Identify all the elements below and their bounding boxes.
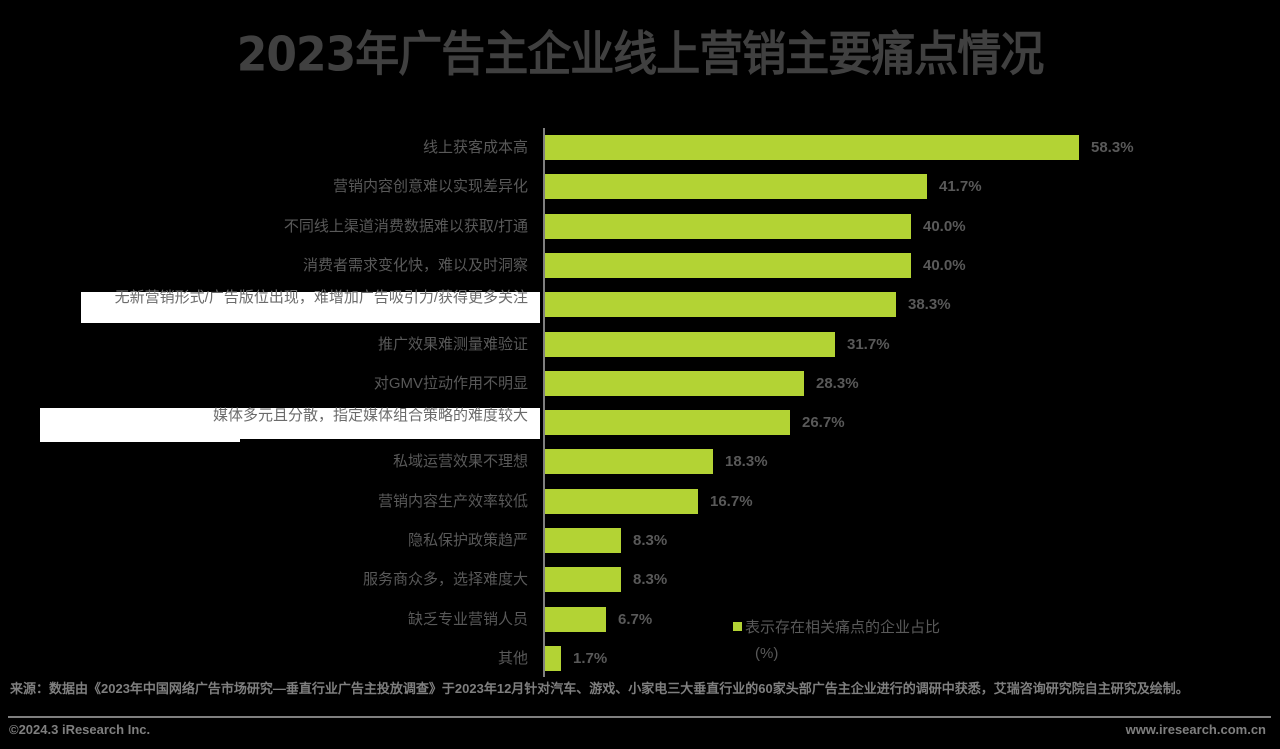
category-label: 营销内容创意难以实现差异化 [332,178,528,195]
bar [545,371,804,396]
bar-row: 38.3% [0,292,1280,317]
category-label: 线上获客成本高 [422,139,528,156]
bar-row: 40.0% 不同线上渠道消费数据难以获取/打通 [0,214,1280,239]
bar-value-label: 8.3% [633,532,668,549]
bar [545,567,621,592]
bar-value-label: 8.3% [633,571,668,588]
bar-value-label: 40.0% [923,257,966,274]
label-highlight-patch [81,292,540,323]
legend-label: 表示存在相关痛点的企业占比 [745,619,941,636]
bar-value-label: 31.7% [847,336,890,353]
bar-row: 8.3% 服务商众多，选择难度大 [0,567,1280,592]
category-label: 媒体多元且分散，指定媒体组合策略的难度较大 [212,407,528,424]
bar [545,253,911,278]
category-label: 隐私保护政策趋严 [407,532,528,549]
source-note: 来源：数据由《2023年中国网络广告市场研究—垂直行业广告主投放调查》于2023… [10,681,1189,696]
category-axis-line [543,128,545,677]
category-label: 消费者需求变化快，难以及时洞察 [302,257,528,274]
bar [545,214,911,239]
category-label: 服务商众多，选择难度大 [362,571,528,588]
website-link[interactable]: www.iresearch.com.cn [1125,722,1266,737]
category-label: 不同线上渠道消费数据难以获取/打通 [283,218,528,235]
category-label: 私域运营效果不理想 [392,453,528,470]
label-highlight-patch [40,408,540,437]
copyright: ©2024.3 iResearch Inc. [9,722,151,737]
legend-swatch [733,622,742,631]
bar-value-label: 38.3% [908,296,951,313]
bar-row: 40.0% 消费者需求变化快，难以及时洞察 [0,253,1280,278]
bar-value-label: 28.3% [816,375,859,392]
bar-value-label: 58.3% [1091,139,1134,156]
bar-row: 8.3% 隐私保护政策趋严 [0,528,1280,553]
bar-value-label: 16.7% [710,493,753,510]
bar-row: 28.3% 对GMV拉动作用不明显 [0,371,1280,396]
bar [545,528,621,553]
bar [545,135,1079,160]
bar-row: 31.7% 推广效果难测量难验证 [0,332,1280,357]
category-label: 无新营销形式/广告版位出现，难增加广告吸引力/获得更多关注 [114,289,528,306]
label-highlight-patch [240,436,540,439]
legend-unit: (%) [755,645,779,662]
chart-title: 2023年广告主企业线上营销主要痛点情况 [236,27,1044,83]
bar-value-label: 6.7% [618,611,653,628]
bar-value-label: 40.0% [923,218,966,235]
bar-value-label: 41.7% [939,178,982,195]
bar [545,489,698,514]
bar [545,174,927,199]
bar-row: 16.7% 营销内容生产效率较低 [0,489,1280,514]
bar-row: 41.7% 营销内容创意难以实现差异化 [0,174,1280,199]
bar [545,292,896,317]
category-label: 其他 [497,650,528,667]
bar-row: 26.7% [0,410,1280,435]
bar-row: 18.3% 私域运营效果不理想 [0,449,1280,474]
bar-row: 1.7% 其他 [0,646,1280,671]
bar-value-label: 26.7% [802,414,845,431]
footer-divider [8,716,1271,718]
category-label: 缺乏专业营销人员 [407,611,528,628]
category-label: 推广效果难测量难验证 [377,336,528,353]
category-label: 营销内容生产效率较低 [377,493,528,510]
label-highlight-patch [40,436,240,442]
bar [545,607,606,632]
bar [545,449,713,474]
legend: 表示存在相关痛点的企业占比 [733,616,940,637]
bar [545,646,561,671]
bar-row: 6.7% 缺乏专业营销人员 [0,607,1280,632]
bar [545,410,790,435]
bar [545,332,835,357]
bar-value-label: 18.3% [725,453,768,470]
bar-row: 58.3% 线上获客成本高 [0,135,1280,160]
bar-value-label: 1.7% [573,650,608,667]
category-label: 对GMV拉动作用不明显 [373,375,528,392]
